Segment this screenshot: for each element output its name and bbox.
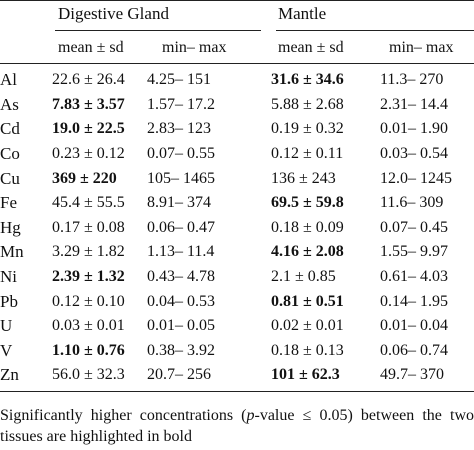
group-header-mantle: Mantle [278, 4, 327, 23]
dg-mean-cell: 1.10 ± 0.76 [52, 341, 125, 359]
dg-mean-cell: 45.4 ± 55.5 [52, 194, 125, 212]
dg-range-cell: 20.7– 256 [147, 366, 211, 384]
mantle-range-cell: 11.6– 309 [380, 194, 444, 212]
table-footnote: Significantly higher concentrations (p-v… [0, 405, 474, 447]
col-header-dg-range: min– max [162, 39, 227, 56]
dg-range-cell: 2.83– 123 [147, 120, 211, 138]
element-cell: Pb [0, 291, 18, 311]
dg-mean-cell: 22.6 ± 26.4 [52, 71, 125, 89]
dg-range-cell: 8.91– 374 [147, 194, 211, 212]
bottom-rule [0, 391, 474, 392]
mantle-range-cell: 2.31– 14.4 [380, 95, 448, 113]
mantle-mean-cell: 136 ± 243 [271, 169, 336, 187]
dg-range-cell: 0.06– 0.47 [147, 218, 215, 236]
mantle-mean-cell: 4.16 ± 2.08 [271, 243, 344, 261]
table-row: Pb 0.12 ± 0.10 0.04– 0.53 0.81 ± 0.51 0.14– … [0, 289, 474, 314]
dg-range-cell: 1.57– 17.2 [147, 95, 215, 113]
mantle-mean-cell: 31.6 ± 34.6 [271, 71, 344, 89]
dg-range-cell: 1.13– 11.4 [147, 243, 215, 261]
mantle-range-cell: 1.55– 9.97 [380, 243, 448, 261]
mantle-mean-cell: 0.02 ± 0.01 [271, 317, 344, 335]
table-row: Co 0.23 ± 0.12 0.07– 0.55 0.12 ± 0.11 0.03– … [0, 142, 474, 167]
element-cell: Fe [0, 193, 17, 213]
dg-range-cell: 0.43– 4.78 [147, 268, 215, 286]
header-rule [0, 63, 474, 64]
mantle-range-cell: 0.01– 0.04 [380, 317, 448, 335]
mantle-mean-cell: 5.88 ± 2.68 [271, 95, 344, 113]
table-row: U 0.03 ± 0.01 0.01– 0.05 0.02 ± 0.01 0.01– 0… [0, 314, 474, 339]
table-row: V 1.10 ± 0.76 0.38– 3.92 0.18 ± 0.13 0.06– 0… [0, 339, 474, 364]
mantle-mean-cell: 2.1 ± 0.85 [271, 268, 336, 286]
dg-range-cell: 0.38– 3.92 [147, 341, 215, 359]
dg-mean-cell: 0.12 ± 0.10 [52, 292, 125, 310]
table-row: Zn 56.0 ± 32.3 20.7– 256 101 ± 62.3 49.7– 37… [0, 363, 474, 388]
group-rule-mantle [276, 30, 474, 31]
dg-mean-cell: 2.39 ± 1.32 [52, 268, 125, 286]
mantle-mean-cell: 0.19 ± 0.32 [271, 120, 344, 138]
col-header-mantle-range: min– max [389, 39, 454, 56]
element-cell: As [0, 94, 19, 114]
mantle-range-cell: 0.61– 4.03 [380, 268, 448, 286]
dg-mean-cell: 3.29 ± 1.82 [52, 243, 125, 261]
element-cell: Zn [0, 365, 19, 385]
dg-range-cell: 0.01– 0.05 [147, 317, 215, 335]
mantle-range-cell: 49.7– 370 [380, 366, 444, 384]
dg-range-cell: 105– 1465 [147, 169, 215, 187]
table-row: As 7.83 ± 3.57 1.57– 17.2 5.88 ± 2.68 2.31– … [0, 93, 474, 118]
element-cell: Mn [0, 242, 24, 262]
element-cell: V [0, 340, 13, 360]
mantle-range-cell: 12.0– 1245 [380, 169, 452, 187]
dg-mean-cell: 0.17 ± 0.08 [52, 218, 125, 236]
dg-mean-cell: 369 ± 220 [52, 169, 117, 187]
table-row: Mn 3.29 ± 1.82 1.13– 11.4 4.16 ± 2.08 1.55– … [0, 240, 474, 265]
dg-range-cell: 4.25– 151 [147, 71, 211, 89]
dg-mean-cell: 7.83 ± 3.57 [52, 95, 125, 113]
mantle-mean-cell: 0.18 ± 0.13 [271, 341, 344, 359]
col-header-dg-mean: mean ± sd [58, 39, 124, 56]
table-row: Fe 45.4 ± 55.5 8.91– 374 69.5 ± 59.8 11.6– 3… [0, 191, 474, 216]
mantle-range-cell: 0.07– 0.45 [380, 218, 448, 236]
mantle-range-cell: 11.3– 270 [380, 71, 444, 89]
dg-range-cell: 0.07– 0.55 [147, 145, 215, 163]
mantle-mean-cell: 0.81 ± 0.51 [271, 292, 344, 310]
element-cell: Hg [0, 217, 21, 237]
element-cell: Co [0, 144, 20, 164]
mantle-range-cell: 0.06– 0.74 [380, 341, 448, 359]
mantle-mean-cell: 101 ± 62.3 [271, 366, 340, 384]
mantle-mean-cell: 0.18 ± 0.09 [271, 218, 344, 236]
dg-mean-cell: 0.23 ± 0.12 [52, 145, 125, 163]
table-row: Cu 369 ± 220 105– 1465 136 ± 243 12.0– 1245 [0, 166, 474, 191]
footnote-text-2: -value ≤ 0.05) between the two tissues a… [0, 407, 474, 445]
element-cell: Ni [0, 267, 17, 287]
dg-mean-cell: 0.03 ± 0.01 [52, 317, 125, 335]
element-cell: Cd [0, 119, 20, 139]
dg-mean-cell: 19.0 ± 22.5 [52, 120, 125, 138]
footnote-italic-p: p [246, 407, 255, 424]
concentration-table: Al 22.6 ± 26.4 4.25– 151 31.6 ± 34.6 11.3– 2… [0, 68, 474, 388]
table-row: Cd 19.0 ± 22.5 2.83– 123 0.19 ± 0.32 0.01– 1… [0, 117, 474, 142]
dg-range-cell: 0.04– 0.53 [147, 292, 215, 310]
table-row: Ni 2.39 ± 1.32 0.43– 4.78 2.1 ± 0.85 0.61– 4… [0, 265, 474, 290]
group-header-digestive-gland: Digestive Gland [58, 4, 169, 23]
footnote-text-1: Significantly higher concentrations ( [0, 407, 247, 424]
mantle-range-cell: 0.01– 1.90 [380, 120, 448, 138]
col-header-mantle-mean: mean ± sd [278, 39, 344, 56]
element-cell: U [0, 316, 13, 336]
top-rule [0, 0, 474, 1]
mantle-range-cell: 0.03– 0.54 [380, 145, 448, 163]
table-row: Hg 0.17 ± 0.08 0.06– 0.47 0.18 ± 0.09 0.07– … [0, 216, 474, 241]
element-cell: Cu [0, 168, 20, 188]
table-row: Al 22.6 ± 26.4 4.25– 151 31.6 ± 34.6 11.3– 2… [0, 68, 474, 93]
mantle-mean-cell: 69.5 ± 59.8 [271, 194, 344, 212]
group-rule-digestive-gland [55, 30, 261, 31]
mantle-mean-cell: 0.12 ± 0.11 [271, 145, 344, 163]
mantle-range-cell: 0.14– 1.95 [380, 292, 448, 310]
dg-mean-cell: 56.0 ± 32.3 [52, 366, 125, 384]
element-cell: Al [0, 70, 17, 90]
